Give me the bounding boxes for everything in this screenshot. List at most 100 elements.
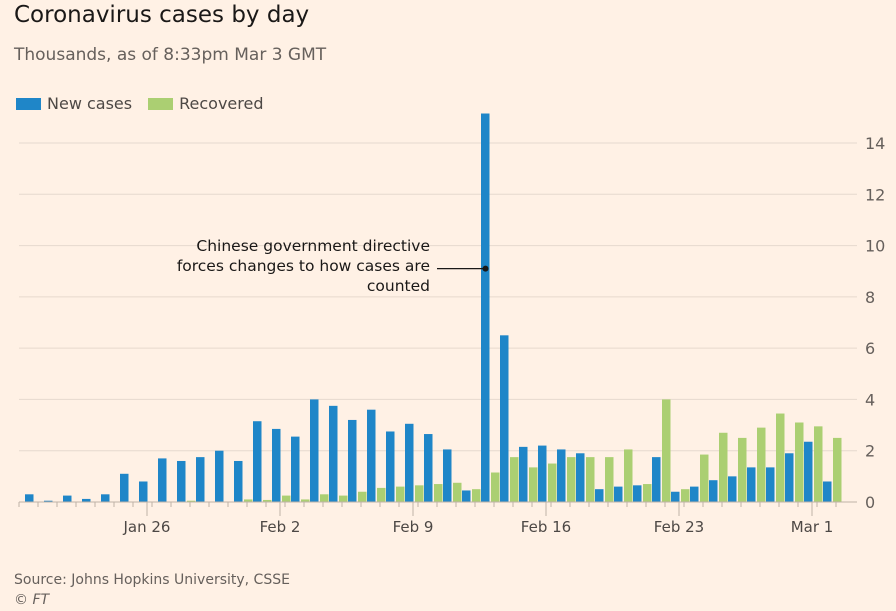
legend-label: New cases [47, 94, 133, 113]
bar-recovered [719, 432, 728, 502]
annotation-text: Chinese government directive forces chan… [176, 237, 430, 295]
bar-recovered [529, 467, 538, 502]
bar-new-cases [747, 467, 756, 502]
legend-item-new-cases: New cases [16, 94, 132, 113]
bar-new-cases [63, 495, 72, 502]
bar-recovered [586, 457, 595, 502]
bar-new-cases [348, 419, 357, 502]
bar-new-cases [139, 481, 148, 502]
y-tick-label: 8 [865, 288, 875, 307]
bar-new-cases [614, 486, 623, 502]
bar-new-cases [367, 409, 376, 502]
bar-new-cases [728, 476, 737, 502]
bar-new-cases [82, 498, 91, 502]
bar-recovered [415, 485, 424, 502]
y-tick-label: 2 [865, 442, 875, 461]
bar-recovered [738, 437, 747, 502]
bar-recovered [757, 427, 766, 502]
bar-new-cases [329, 405, 338, 502]
bar-new-cases [538, 445, 547, 502]
bar-recovered [833, 437, 842, 502]
bar-recovered [472, 489, 481, 502]
bar-recovered [320, 494, 329, 502]
bar-recovered [662, 399, 671, 502]
bar-new-cases [253, 421, 262, 502]
chart-subtitle: Thousands, as of 8:33pm Mar 3 GMT [14, 45, 327, 65]
x-tick-label: Feb 2 [260, 518, 301, 536]
legend-swatch [148, 98, 174, 110]
bar-recovered [491, 472, 500, 502]
bar-new-cases [272, 428, 281, 502]
bar-new-cases [804, 441, 813, 502]
bar-recovered [681, 489, 690, 502]
legend-swatch [16, 98, 41, 110]
bar-recovered [643, 484, 652, 502]
bar-new-cases [823, 481, 832, 502]
bar-recovered [244, 499, 253, 502]
bar-recovered [301, 499, 310, 502]
x-tick-label: Feb 23 [654, 518, 704, 536]
bar-recovered [700, 454, 709, 502]
annotation-dot [482, 265, 489, 272]
bar-new-cases [158, 458, 167, 502]
bar-new-cases [633, 485, 642, 502]
bar-recovered [605, 457, 614, 502]
y-tick-label: 12 [865, 185, 885, 204]
bar-new-cases [462, 490, 471, 502]
bar-new-cases [120, 473, 129, 502]
bar-recovered [510, 457, 519, 502]
y-tick-label: 14 [865, 134, 885, 153]
bar-recovered [263, 499, 272, 502]
y-tick-label: 4 [865, 390, 875, 409]
y-tick-label: 0 [865, 493, 875, 512]
bar-new-cases [44, 500, 53, 502]
bar-new-cases [481, 113, 490, 502]
bar-new-cases [234, 460, 243, 502]
x-tick-label: Feb 9 [393, 518, 434, 536]
legend-item-recovered: Recovered [148, 94, 263, 113]
bar-new-cases [500, 335, 509, 502]
bar-new-cases [310, 399, 319, 502]
bar-new-cases [785, 453, 794, 502]
x-tick-label: Mar 1 [791, 518, 834, 536]
bar-new-cases [576, 453, 585, 502]
bar-recovered [453, 482, 462, 502]
bar-new-cases [443, 449, 452, 502]
bar-recovered [187, 500, 196, 502]
bar-new-cases [101, 494, 110, 502]
bar-recovered [434, 484, 443, 502]
legend-label: Recovered [179, 94, 264, 113]
y-tick-label: 10 [865, 237, 885, 256]
bar-new-cases [196, 457, 205, 502]
source-text: Source: Johns Hopkins University, CSSE [14, 572, 290, 588]
bar-new-cases [557, 449, 566, 502]
bar-recovered [339, 495, 348, 502]
bar-new-cases [25, 494, 34, 502]
bar-new-cases [595, 489, 604, 502]
bar-recovered [548, 463, 557, 502]
legend: New cases Recovered [16, 94, 263, 113]
bar-new-cases [386, 431, 395, 502]
y-tick-label: 6 [865, 339, 875, 358]
credit-text: © FT [14, 592, 50, 608]
bar-recovered [358, 491, 367, 502]
bar-new-cases [709, 480, 718, 502]
bar-recovered [282, 495, 291, 502]
bar-recovered [776, 413, 785, 502]
bar-recovered [377, 487, 386, 502]
bar-recovered [567, 457, 576, 502]
bar-recovered [795, 422, 804, 502]
bar-new-cases [424, 434, 433, 502]
bar-recovered [624, 449, 633, 502]
bar-new-cases [652, 457, 661, 502]
bar-new-cases [291, 436, 300, 502]
bar-new-cases [405, 423, 414, 502]
x-tick-label: Feb 16 [521, 518, 571, 536]
bar-new-cases [766, 467, 775, 502]
bar-new-cases [177, 460, 186, 502]
bar-recovered [396, 486, 405, 502]
chart-title: Coronavirus cases by day [14, 2, 310, 28]
bar-new-cases [519, 446, 528, 502]
bar-new-cases [671, 491, 680, 502]
